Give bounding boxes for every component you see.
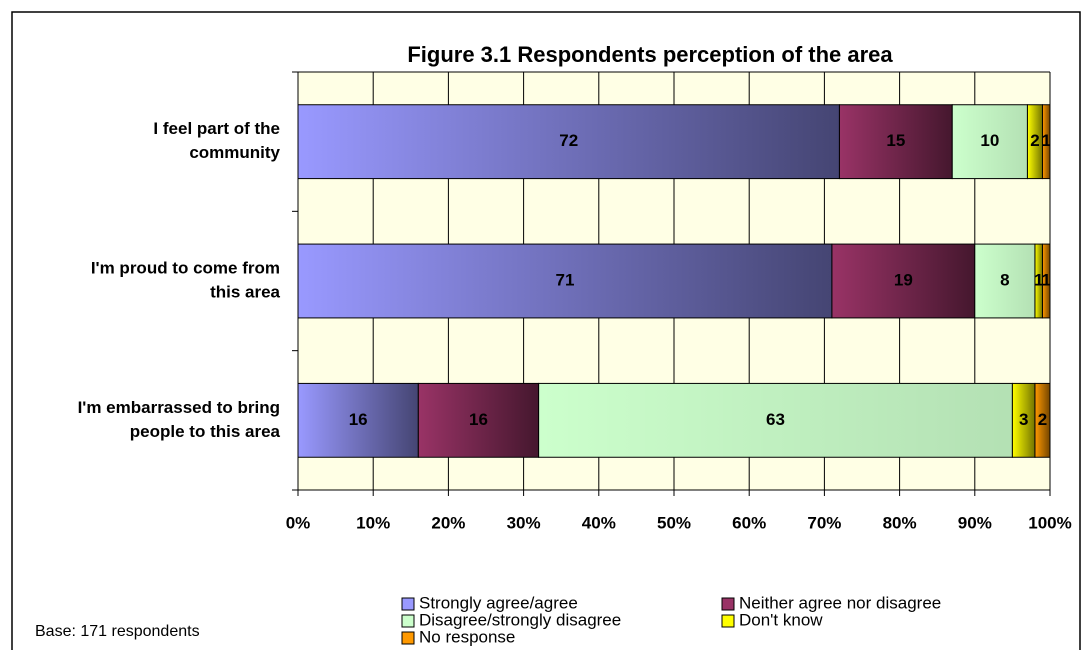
data-label: 3 — [1019, 410, 1028, 429]
y-tick-label: community — [189, 143, 280, 162]
data-label: 16 — [469, 410, 488, 429]
bar-shade — [297, 243, 833, 319]
note: Base: 171 respondents — [35, 623, 200, 640]
legend-label: Neither agree nor disagree — [739, 593, 941, 612]
x-tick-label: 30% — [507, 513, 541, 532]
bar-shade — [538, 382, 1013, 458]
data-label: 2 — [1030, 131, 1039, 150]
legend-swatch — [401, 597, 415, 611]
data-label: 2 — [1038, 410, 1047, 429]
x-tick-label: 100% — [1028, 513, 1071, 532]
data-label: 1 — [1042, 270, 1051, 289]
y-tick-label: I feel part of the — [153, 119, 280, 138]
x-tick-label: 80% — [883, 513, 917, 532]
data-label: 72 — [559, 131, 578, 150]
y-tick-label: I'm proud to come from — [91, 258, 280, 277]
y-tick-label: I'm embarrassed to bring — [78, 398, 280, 417]
x-tick-label: 0% — [286, 513, 311, 532]
legend-swatch — [721, 614, 735, 628]
data-label: 1 — [1042, 131, 1051, 150]
y-tick-label: people to this area — [130, 422, 281, 441]
x-tick-label: 60% — [732, 513, 766, 532]
legend-swatch — [401, 614, 415, 628]
legend-label: Don't know — [739, 610, 823, 629]
y-tick-label: this area — [210, 282, 280, 301]
bar-shade — [1041, 243, 1051, 319]
legend-label: No response — [419, 627, 515, 646]
bar-shade — [974, 243, 1036, 319]
legend-label: Disagree/strongly disagree — [419, 610, 621, 629]
bar-shade — [838, 104, 953, 180]
data-label: 71 — [555, 270, 574, 289]
x-tick-label: 40% — [582, 513, 616, 532]
data-label: 10 — [980, 131, 999, 150]
data-label: 1 — [1034, 270, 1043, 289]
bar-shade — [297, 382, 419, 458]
legend-swatch — [401, 631, 415, 645]
data-label: 16 — [349, 410, 368, 429]
legend-label: Strongly agree/agree — [419, 593, 578, 612]
x-tick-label: 70% — [807, 513, 841, 532]
bar-shade — [417, 382, 540, 458]
data-label: 15 — [886, 131, 905, 150]
bar-shade — [1041, 104, 1051, 180]
legend-swatch — [721, 597, 735, 611]
chart-title: Figure 3.1 Respondents perception of the… — [407, 42, 893, 67]
data-label: 63 — [766, 410, 785, 429]
x-tick-label: 50% — [657, 513, 691, 532]
bar-shade — [951, 104, 1028, 180]
bar-shade — [831, 243, 976, 319]
x-tick-label: 90% — [958, 513, 992, 532]
bar-shade — [297, 104, 840, 180]
x-tick-label: 10% — [356, 513, 390, 532]
x-tick-label: 20% — [431, 513, 465, 532]
data-label: 19 — [894, 270, 913, 289]
data-label: 8 — [1000, 270, 1009, 289]
bar-shade — [1034, 382, 1051, 458]
